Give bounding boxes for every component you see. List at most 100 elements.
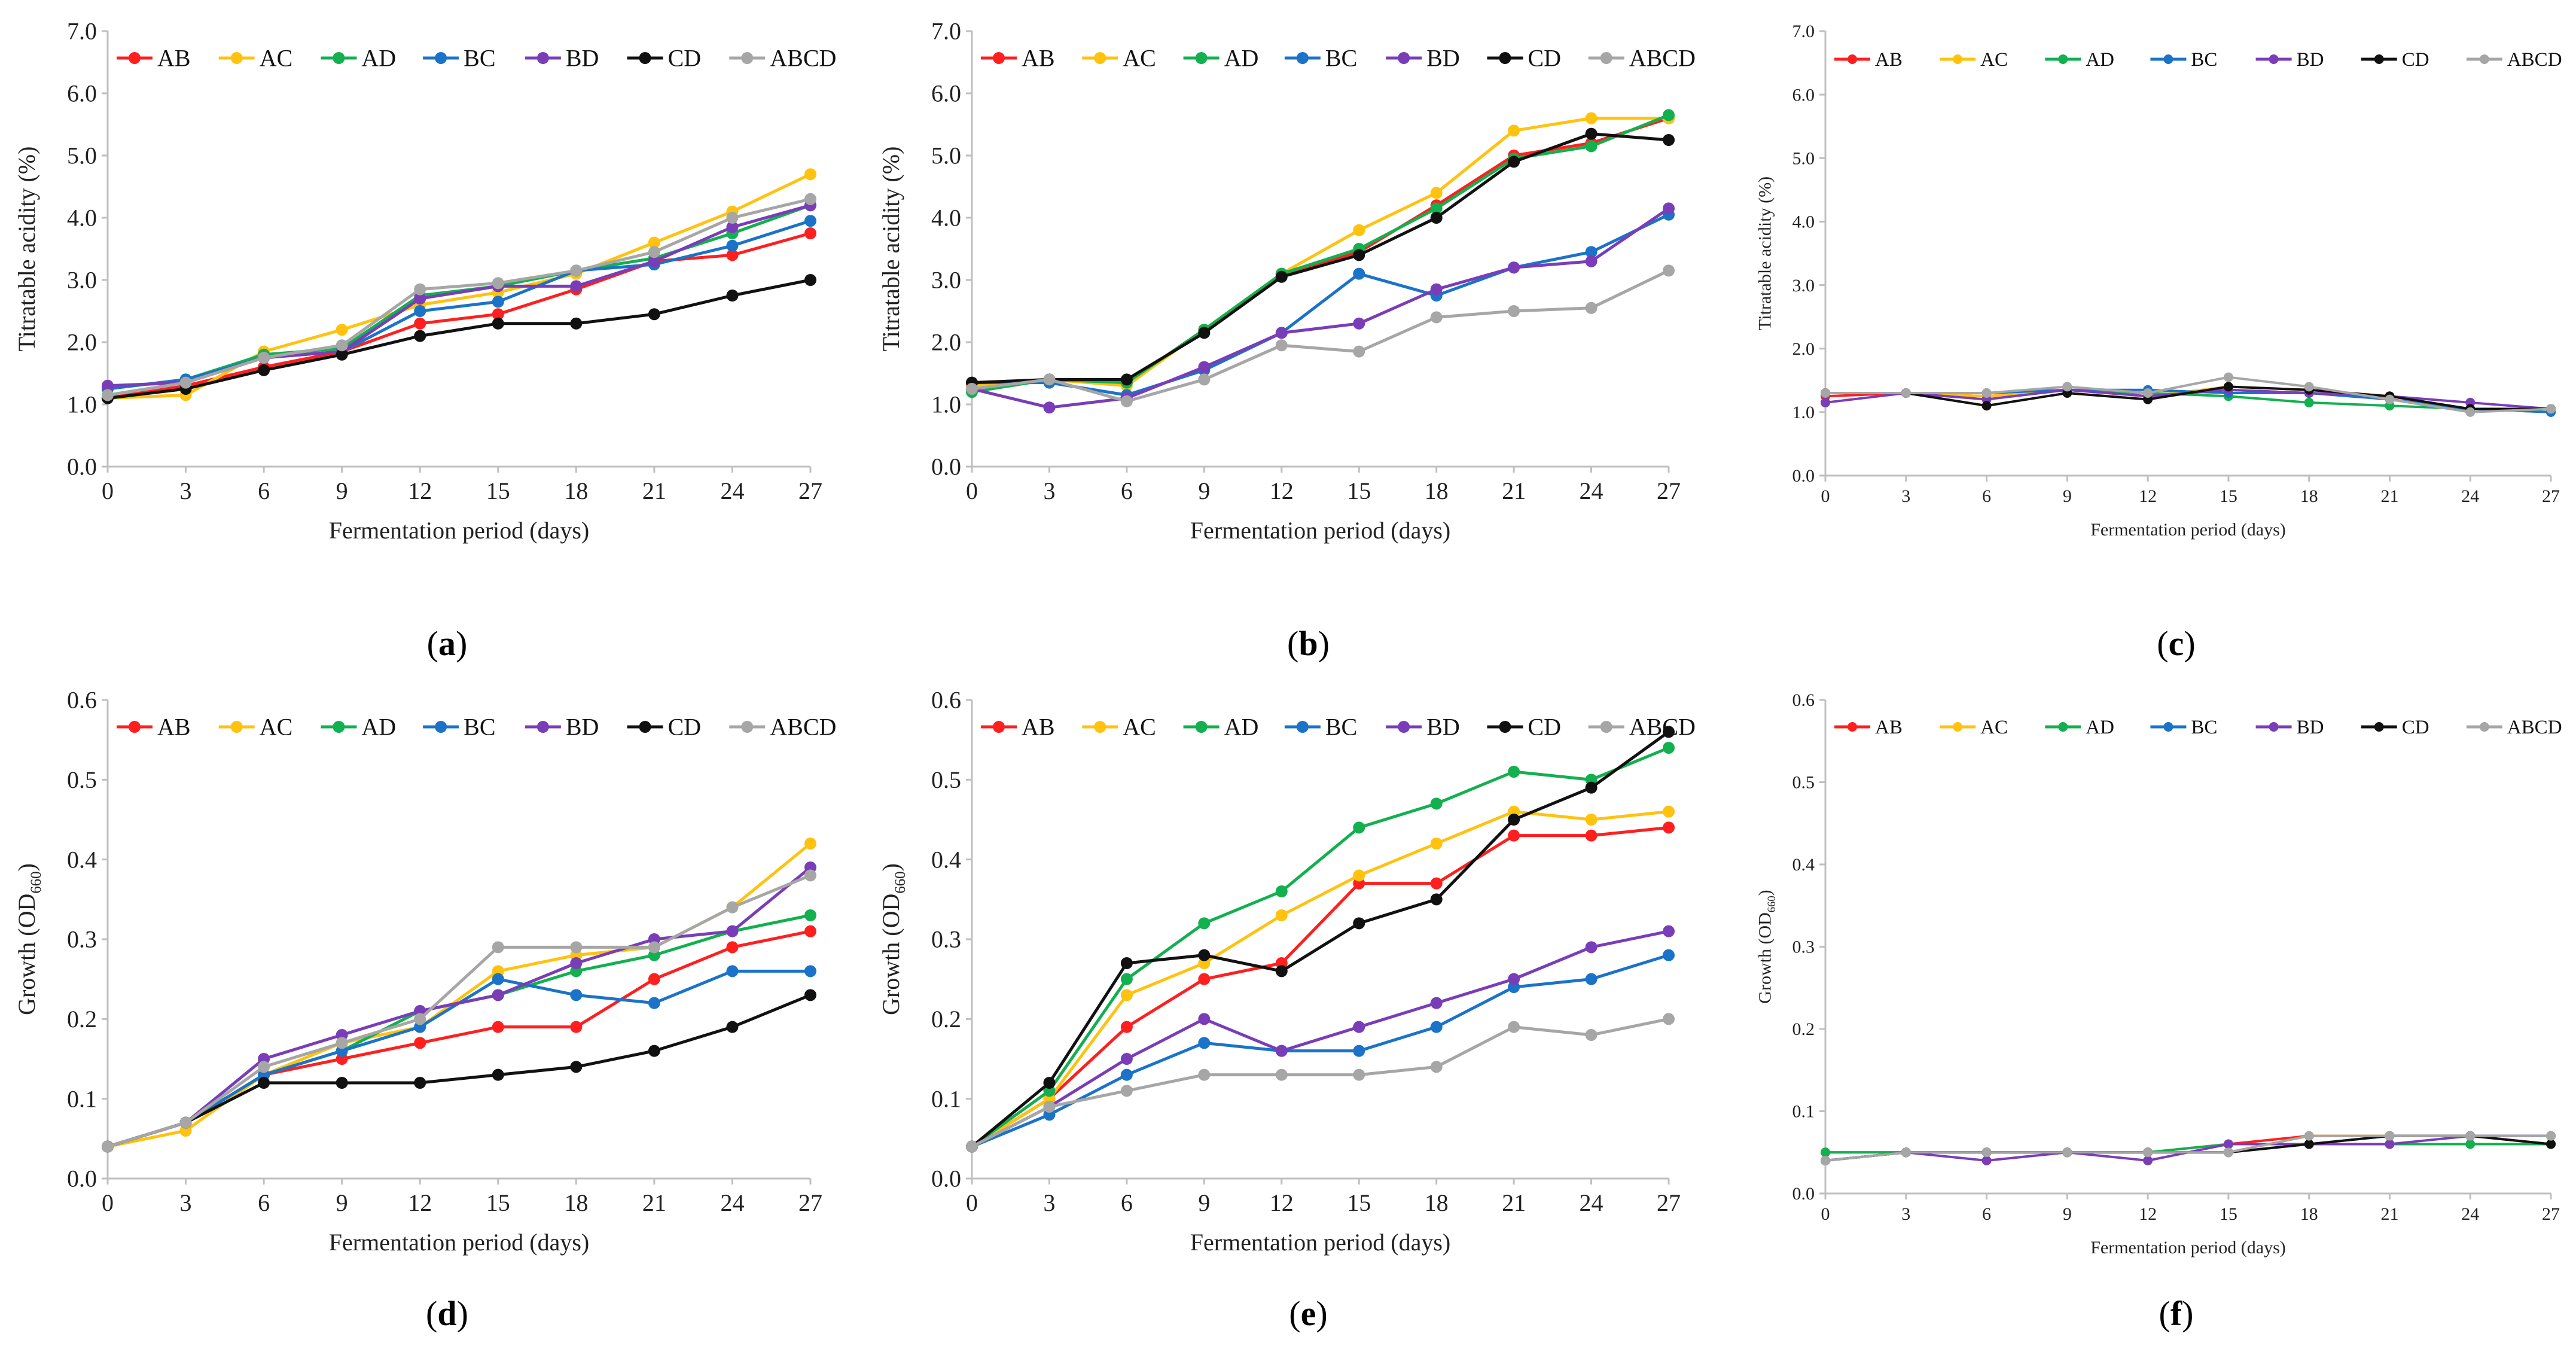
- data-point-AB: [1663, 821, 1675, 834]
- data-point-ABCD: [336, 339, 348, 352]
- data-point-CD: [1198, 327, 1211, 339]
- x-tick-label: 21: [1502, 1189, 1526, 1216]
- x-tick-label: 12: [1270, 477, 1294, 504]
- legend-marker-BC: [1296, 52, 1309, 64]
- series-ABCD: [1821, 1131, 2556, 1165]
- series-line-BC: [972, 213, 1670, 397]
- legend-item-AC: AC: [218, 45, 293, 72]
- data-point-ABCD: [1198, 1068, 1211, 1081]
- series-line-AC: [971, 117, 1669, 388]
- data-point-CD: [1430, 212, 1443, 224]
- x-tick-label: 15: [2220, 1204, 2237, 1224]
- x-tick-label: 0: [966, 477, 978, 504]
- legend-label-AD: AD: [1224, 45, 1259, 72]
- y-tick-label: 0.0: [931, 453, 961, 480]
- data-point-CD: [336, 348, 348, 361]
- legend-marker-BC: [2163, 54, 2173, 64]
- data-point-BC: [1430, 1021, 1443, 1033]
- data-point-ABCD: [804, 869, 816, 882]
- x-tick-label: 27: [1657, 477, 1681, 504]
- data-point-AC: [1430, 838, 1443, 849]
- y-tick-label: 4.0: [67, 205, 97, 232]
- y-tick-label: 2.0: [67, 329, 97, 356]
- data-point-CD: [648, 308, 660, 321]
- data-point-CD: [2546, 1139, 2556, 1149]
- data-point-ABCD: [2546, 404, 2556, 414]
- series-ABCD: [102, 193, 816, 401]
- legend-item-CD: CD: [2361, 49, 2429, 71]
- data-point-BD: [1353, 1021, 1365, 1033]
- data-point-AB: [1508, 829, 1520, 842]
- legend-label-BC: BC: [2191, 717, 2217, 738]
- x-tick-label: 9: [2063, 1204, 2072, 1224]
- data-point-CD: [492, 317, 504, 330]
- legend-item-AD: AD: [321, 45, 396, 72]
- data-point-AC: [804, 838, 816, 849]
- legend-label-BC: BC: [464, 714, 495, 741]
- data-point-BD: [2143, 1156, 2153, 1165]
- x-tick-label: 21: [2380, 1204, 2398, 1224]
- legend-marker-BD: [536, 721, 549, 733]
- legend-marker-BD: [2269, 722, 2279, 732]
- y-tick-label: 6.0: [931, 80, 961, 107]
- panel-c: 0.0 1.0 2.0 3.0 4.0 5.0 6.0 7.0 0 3 6 9 12 15 18 21 24 27…: [1755, 22, 2562, 663]
- data-point-ABCD: [2143, 1147, 2153, 1158]
- legend-item-CD: CD: [627, 714, 701, 741]
- y-tick-label: 0.6: [1792, 690, 1815, 710]
- data-point-ABCD: [1821, 388, 1830, 398]
- data-point-BD: [1981, 1156, 1992, 1165]
- x-tick-label: 18: [2300, 1204, 2318, 1224]
- data-point-BD: [2385, 1139, 2395, 1149]
- data-point-CD: [492, 1068, 504, 1081]
- data-point-ABCD: [1508, 1021, 1520, 1033]
- data-point-ABCD: [1981, 1147, 1992, 1158]
- data-point-AB: [492, 1021, 504, 1033]
- data-point-ABCD: [2062, 382, 2072, 392]
- legend-marker-BC: [1296, 721, 1309, 733]
- panel-label: (c): [2157, 624, 2195, 663]
- series-line-AD: [971, 746, 1669, 1148]
- series-line-AD: [107, 203, 811, 391]
- data-point-AD: [1430, 797, 1443, 810]
- y-tick-label: 0.5: [931, 766, 961, 793]
- x-tick-label: 3: [180, 477, 192, 504]
- data-point-CD: [1043, 1077, 1056, 1089]
- y-tick-label: 2.0: [931, 329, 961, 356]
- y-axis-label: Growth (OD660): [13, 863, 44, 1015]
- data-point-ABCD: [1198, 373, 1211, 386]
- x-tick-label: 18: [564, 477, 588, 504]
- x-tick-label: 21: [1502, 477, 1526, 504]
- x-tick-label: 6: [258, 1189, 270, 1216]
- data-point-BD: [1353, 317, 1365, 330]
- x-tick-label: 3: [1901, 1204, 1910, 1224]
- legend-label-AC: AC: [260, 45, 293, 72]
- legend-item-ABCD: ABCD: [1588, 45, 1696, 72]
- legend-label-BC: BC: [1325, 714, 1357, 741]
- data-point-BD: [1198, 1013, 1211, 1025]
- x-axis-label: Fermentation period (days): [1190, 1229, 1450, 1256]
- data-point-ABCD: [492, 277, 504, 290]
- x-tick-label: 9: [1198, 477, 1210, 504]
- x-tick-label: 6: [1982, 486, 1991, 506]
- data-point-AB: [1430, 877, 1443, 890]
- y-tick-label: 7.0: [931, 18, 961, 45]
- legend-item-BD: BD: [2255, 49, 2324, 71]
- legend-marker-AC: [1953, 54, 1963, 64]
- legend-item-AC: AC: [1940, 49, 2008, 71]
- x-tick-label: 15: [1347, 1189, 1371, 1216]
- data-point-ABCD: [1663, 1013, 1675, 1025]
- data-point-ABCD: [179, 376, 192, 389]
- legend-label-BD: BD: [566, 45, 599, 72]
- series-line-BC: [971, 954, 1669, 1148]
- legend-label-BD: BD: [1426, 714, 1460, 741]
- legend-marker-AC: [230, 721, 243, 733]
- data-point-ABCD: [179, 1116, 192, 1129]
- legend-item-AD: AD: [321, 714, 396, 741]
- data-point-ABCD: [966, 1140, 978, 1153]
- data-point-AB: [648, 973, 660, 985]
- legend-item-AC: AC: [1082, 714, 1156, 741]
- legend-label-CD: CD: [2402, 717, 2429, 738]
- data-point-BD: [1198, 361, 1211, 373]
- y-tick-label: 1.0: [67, 391, 97, 418]
- data-point-ABCD: [1901, 388, 1911, 398]
